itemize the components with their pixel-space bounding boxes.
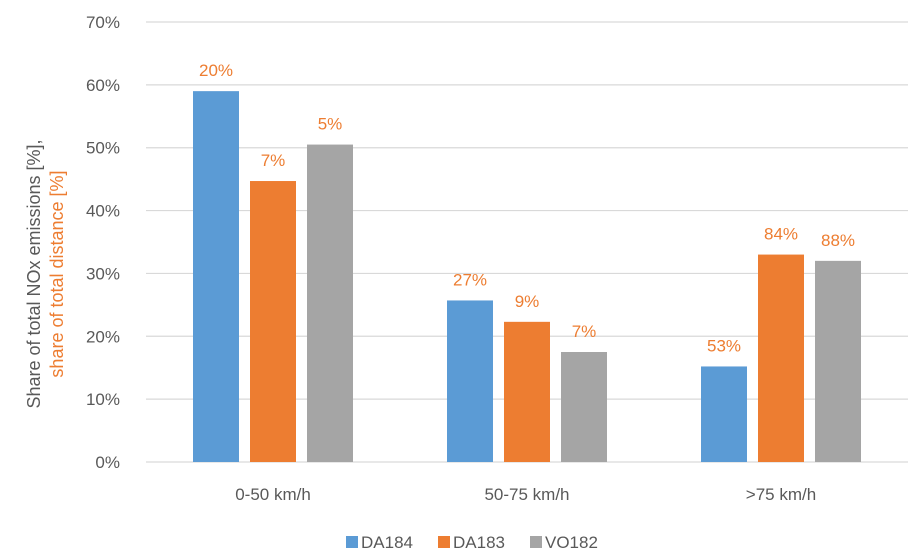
legend-swatch-vo182 (530, 536, 542, 548)
data-label: 7% (261, 151, 286, 170)
y-tick-label: 60% (86, 76, 120, 95)
y-axis-ticks: 0% 10% 20% 30% 40% 50% 60% 70% (86, 13, 120, 472)
legend: DA184 DA183 VO182 (346, 533, 598, 552)
bar-da184-2 (701, 366, 747, 462)
y-axis-label-line2: share of total distance [%] (47, 170, 67, 377)
data-label: 7% (572, 322, 597, 341)
data-label: 20% (199, 61, 233, 80)
y-axis-label-line1: Share of total NOx emissions [%], (24, 139, 44, 408)
bar-da183-0 (250, 181, 296, 462)
bar-vo182-1 (561, 352, 607, 462)
y-tick-label: 20% (86, 327, 120, 346)
legend-swatch-da184 (346, 536, 358, 548)
y-tick-label: 30% (86, 264, 120, 283)
y-tick-label: 0% (95, 453, 120, 472)
data-label: 84% (764, 225, 798, 244)
bar-da184-0 (193, 91, 239, 463)
y-tick-label: 10% (86, 390, 120, 409)
bar-da184-1 (447, 300, 493, 462)
data-label: 53% (707, 336, 741, 355)
bar-da183-2 (758, 254, 804, 462)
legend-label: DA184 (361, 533, 413, 552)
x-category-label: 0-50 km/h (235, 485, 311, 504)
bar-da183-1 (504, 321, 550, 462)
y-axis-label: Share of total NOx emissions [%], share … (24, 139, 67, 408)
x-category-label: 50-75 km/h (484, 485, 569, 504)
data-label: 9% (515, 292, 540, 311)
y-tick-label: 70% (86, 13, 120, 32)
x-axis-categories: 0-50 km/h 50-75 km/h >75 km/h (235, 485, 816, 504)
x-category-label: >75 km/h (746, 485, 816, 504)
data-label: 88% (821, 231, 855, 250)
legend-label: VO182 (545, 533, 598, 552)
bars (193, 91, 861, 463)
data-label: 5% (318, 115, 343, 134)
data-labels: 20% 7% 5% 27% 9% 7% 53% 84% 88% (199, 61, 855, 355)
bar-vo182-0 (307, 144, 353, 463)
bar-vo182-2 (815, 260, 861, 462)
y-tick-label: 40% (86, 202, 120, 221)
legend-label: DA183 (453, 533, 505, 552)
data-label: 27% (453, 270, 487, 289)
legend-swatch-da183 (438, 536, 450, 548)
y-tick-label: 50% (86, 139, 120, 158)
